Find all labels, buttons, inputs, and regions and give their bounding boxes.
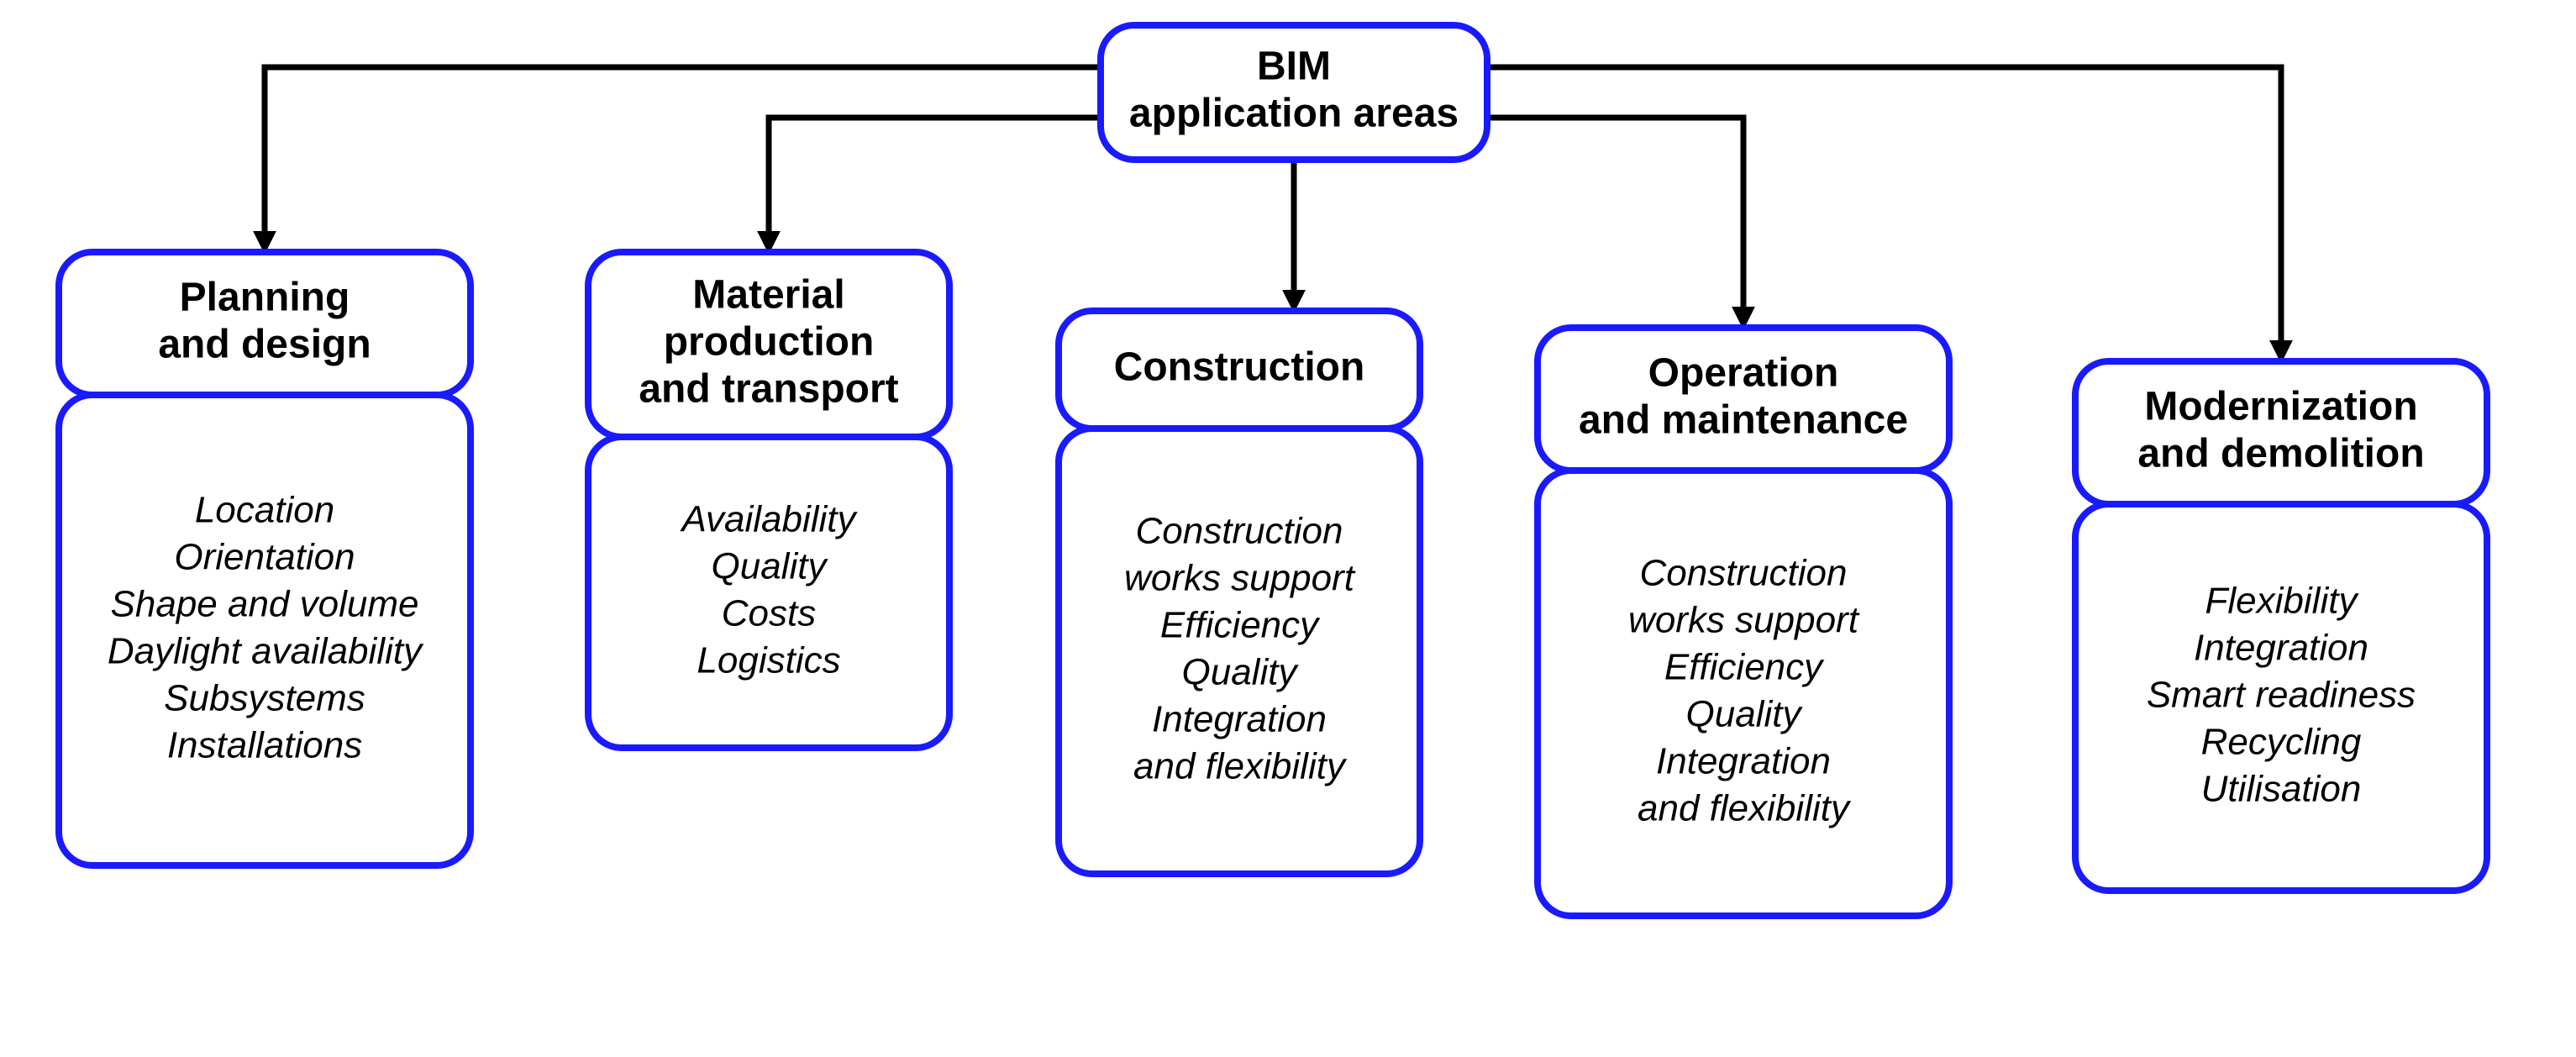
edge bbox=[1487, 67, 2281, 361]
edge bbox=[1487, 118, 1743, 328]
node-item: Efficiency bbox=[1160, 605, 1321, 646]
node-item: Availability bbox=[679, 499, 858, 540]
node-item: Smart readiness bbox=[2147, 675, 2416, 716]
node-item: Quality bbox=[712, 546, 829, 587]
node-item: Efficiency bbox=[1664, 647, 1825, 688]
node-item: Utilisation bbox=[2201, 769, 2362, 810]
node-item: Recycling bbox=[2201, 722, 2362, 763]
node-item: Daylight availability bbox=[108, 631, 424, 672]
node-item: Logistics bbox=[697, 640, 840, 681]
node-item: Quality bbox=[1686, 694, 1804, 735]
diagram-canvas: BIMapplication areas Planningand design Lo… bbox=[0, 0, 2576, 1057]
node-item: Costs bbox=[722, 593, 816, 634]
node-item: Construction bbox=[1639, 553, 1847, 594]
node-item: Integration bbox=[2194, 628, 2368, 669]
node-item: works support bbox=[1124, 558, 1356, 599]
node-item: Location bbox=[195, 490, 334, 531]
node-title-line: and maintenance bbox=[1579, 398, 1908, 443]
node-item: Shape and volume bbox=[111, 584, 419, 625]
node-item: works support bbox=[1628, 600, 1860, 641]
node-item: Construction bbox=[1135, 511, 1343, 552]
node-title-line: Modernization bbox=[2144, 385, 2417, 429]
node-item: Subsystems bbox=[164, 678, 365, 719]
node-item: Integration bbox=[1152, 699, 1327, 740]
node-item: Orientation bbox=[174, 537, 355, 578]
node-title-line: application areas bbox=[1129, 92, 1459, 136]
node-title-line: and demolition bbox=[2137, 432, 2424, 476]
node-item: and flexibility bbox=[1133, 746, 1348, 787]
node-item: Flexibility bbox=[2205, 581, 2360, 622]
node-item: Integration bbox=[1656, 741, 1831, 782]
node-title-line: Planning bbox=[180, 276, 350, 320]
node-title-line: Operation bbox=[1648, 351, 1839, 396]
node-title-line: Construction bbox=[1114, 345, 1365, 390]
node-title-line: production bbox=[664, 320, 875, 365]
node-title-line: and transport bbox=[639, 367, 898, 412]
node-title-line: Material bbox=[692, 273, 844, 318]
node-item: Quality bbox=[1182, 652, 1300, 693]
edge bbox=[265, 67, 1101, 252]
node-item: and flexibility bbox=[1638, 788, 1852, 829]
node-title-line: and design bbox=[158, 323, 371, 367]
edge bbox=[769, 118, 1101, 252]
node-item: Installations bbox=[167, 725, 362, 766]
node-title-line: BIM bbox=[1257, 45, 1331, 89]
